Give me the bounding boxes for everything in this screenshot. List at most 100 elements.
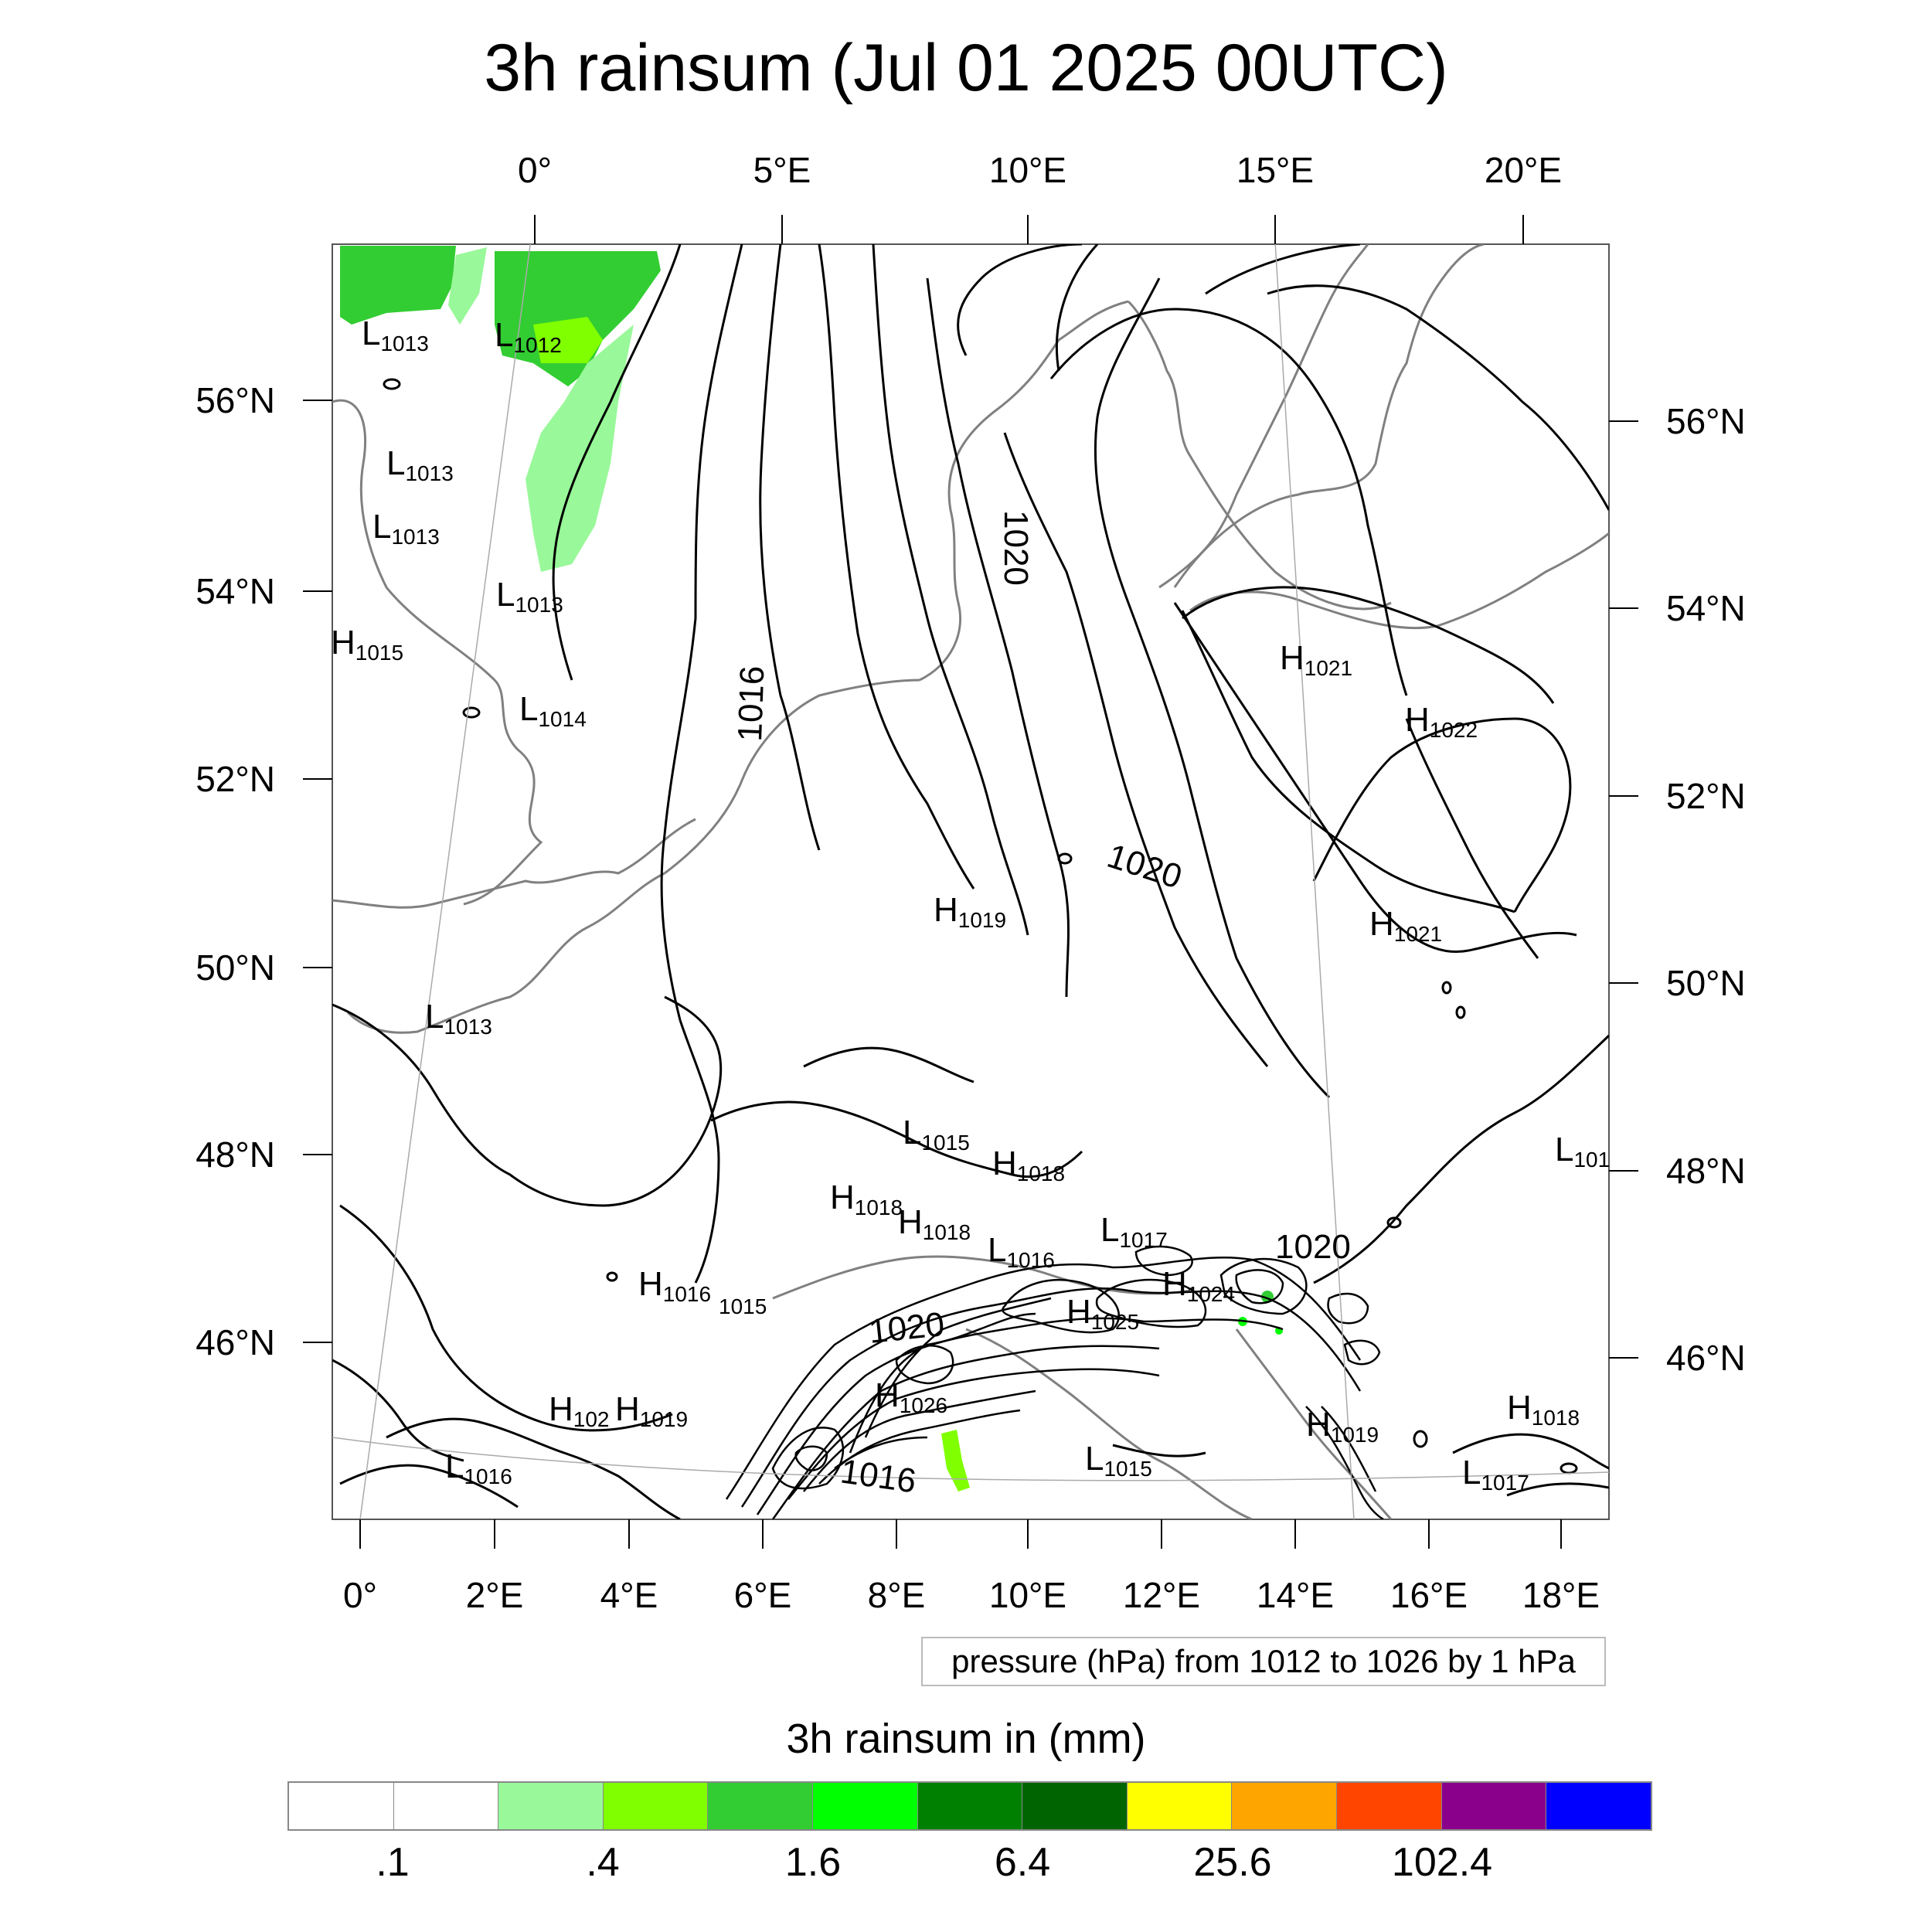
pressure-contour-note: pressure (hPa) from 1012 to 1026 by 1 hP… bbox=[921, 1637, 1606, 1686]
pressure-center: H1018 bbox=[992, 1145, 1065, 1185]
colorbar-swatch bbox=[289, 1783, 394, 1829]
bottom-lon-label: 12°E bbox=[1123, 1575, 1200, 1615]
left-lat-label: 46°N bbox=[196, 1322, 275, 1362]
left-lat-label: 48°N bbox=[196, 1134, 275, 1175]
rain-area-alps-south bbox=[941, 1430, 970, 1492]
pressure-center: L1013 bbox=[372, 508, 440, 549]
pressure-center: H102 bbox=[549, 1390, 610, 1431]
bottom-lon-label: 2°E bbox=[466, 1575, 524, 1615]
pressure-centers: L1013 L1012 L1013 L1013 L1013 H1015 L101… bbox=[331, 315, 1610, 1495]
rain-area-band-light bbox=[526, 325, 634, 572]
top-lon-label: 0° bbox=[518, 150, 552, 190]
colorbar-swatch bbox=[1127, 1783, 1233, 1829]
top-lon-label: 10°E bbox=[989, 150, 1066, 190]
top-lon-labels: 0° 5°E 10°E 15°E 20°E bbox=[518, 150, 1562, 190]
isobar-label: 1020 bbox=[997, 510, 1035, 586]
bottom-lon-label: 4°E bbox=[600, 1575, 658, 1615]
colorbar-label: 25.6 bbox=[1193, 1840, 1272, 1885]
colorbar bbox=[287, 1781, 1652, 1831]
top-lon-label: 20°E bbox=[1485, 150, 1562, 190]
pressure-center: L1013 bbox=[386, 444, 454, 485]
left-lat-labels: 56°N 54°N 52°N 50°N 48°N 46°N bbox=[196, 380, 275, 1362]
bottom-lon-label: 6°E bbox=[734, 1575, 792, 1615]
pressure-center: L1015 bbox=[1085, 1440, 1152, 1481]
colorbar-swatch bbox=[1441, 1783, 1547, 1829]
bottom-lon-label: 14°E bbox=[1257, 1575, 1334, 1615]
isobar-label: 1020 bbox=[867, 1305, 946, 1351]
colorbar-label: 102.4 bbox=[1391, 1840, 1493, 1885]
pressure-center: L101 bbox=[1555, 1131, 1610, 1172]
graticule bbox=[332, 244, 1609, 1519]
rain-areas bbox=[340, 246, 1283, 1492]
colorbar-swatch bbox=[1022, 1783, 1128, 1829]
colorbar-swatch bbox=[1546, 1783, 1651, 1829]
pressure-center: H1024 bbox=[1162, 1265, 1235, 1306]
pressure-center: H1016 bbox=[638, 1265, 711, 1306]
bottom-lon-label: 18°E bbox=[1522, 1575, 1600, 1615]
colorbar-swatch bbox=[498, 1783, 604, 1829]
coastlines bbox=[332, 244, 1609, 1519]
left-lat-label: 56°N bbox=[196, 380, 275, 420]
pressure-center: L1016 bbox=[445, 1447, 512, 1488]
colorbar-swatch bbox=[917, 1783, 1023, 1829]
right-lat-label: 48°N bbox=[1666, 1151, 1746, 1191]
pressure-center: L1013 bbox=[362, 315, 429, 355]
colorbar-swatch bbox=[1337, 1783, 1442, 1829]
colorbar-swatch bbox=[813, 1783, 918, 1829]
bottom-lon-label: 0° bbox=[343, 1575, 377, 1615]
pressure-center: H1018 bbox=[1507, 1389, 1580, 1430]
isobar-label: 1020 bbox=[1275, 1228, 1351, 1266]
pressure-center: L1012 bbox=[495, 316, 562, 357]
rain-area-northwest bbox=[340, 246, 456, 325]
pressure-center: H1019 bbox=[934, 891, 1006, 932]
colorbar-label: .1 bbox=[376, 1840, 410, 1885]
bottom-lon-label: 10°E bbox=[989, 1575, 1066, 1615]
right-lat-labels: 56°N 54°N 52°N 50°N 48°N 46°N bbox=[1666, 401, 1746, 1378]
colorbar-swatch bbox=[708, 1783, 814, 1829]
pressure-center: 1015 bbox=[719, 1294, 767, 1318]
top-lon-label: 15°E bbox=[1236, 150, 1314, 190]
pressure-center: H1019 bbox=[1306, 1406, 1379, 1447]
isobars bbox=[332, 244, 1609, 1519]
pressure-center: L1013 bbox=[496, 576, 563, 617]
colorbar-title: 3h rainsum in (mm) bbox=[786, 1716, 1146, 1762]
ticks bbox=[303, 215, 1638, 1549]
pressure-center: L1013 bbox=[425, 998, 492, 1039]
right-lat-label: 52°N bbox=[1666, 776, 1746, 816]
isobar-label: 1016 bbox=[731, 665, 771, 743]
left-lat-label: 54°N bbox=[196, 571, 275, 611]
pressure-center: H1018 bbox=[898, 1203, 971, 1244]
pressure-center: L1016 bbox=[988, 1231, 1055, 1272]
pressure-center: H1021 bbox=[1369, 905, 1442, 946]
pressure-center: H1022 bbox=[1405, 701, 1478, 742]
rain-area-north-central-bright bbox=[533, 317, 603, 363]
bottom-lon-labels: 0° 2°E 4°E 6°E 8°E 10°E 12°E 14°E 16°E 1… bbox=[343, 1575, 1600, 1615]
right-lat-label: 50°N bbox=[1666, 963, 1746, 1003]
pressure-center: L1017 bbox=[1100, 1211, 1168, 1252]
pressure-center: H1025 bbox=[1066, 1293, 1139, 1334]
map-title: 3h rainsum (Jul 01 2025 00UTC) bbox=[484, 31, 1448, 105]
pressure-center: H1019 bbox=[615, 1390, 688, 1431]
colorbar-swatch bbox=[603, 1783, 709, 1829]
bottom-lon-label: 8°E bbox=[868, 1575, 926, 1615]
rain-area-northwest-light bbox=[448, 247, 487, 325]
right-lat-label: 46°N bbox=[1666, 1338, 1746, 1378]
pressure-center: H1021 bbox=[1280, 639, 1352, 680]
pressure-center: H1026 bbox=[875, 1376, 947, 1417]
top-lon-label: 5°E bbox=[753, 150, 811, 190]
colorbar-label: 6.4 bbox=[994, 1840, 1051, 1885]
right-lat-label: 54°N bbox=[1666, 588, 1746, 628]
left-lat-label: 52°N bbox=[196, 759, 275, 799]
colorbar-label: 1.6 bbox=[784, 1840, 842, 1885]
pressure-center: L1017 bbox=[1462, 1454, 1529, 1495]
left-lat-label: 50°N bbox=[196, 947, 275, 988]
pressure-center: L1015 bbox=[903, 1114, 970, 1155]
alpine-isobars bbox=[725, 1245, 1384, 1519]
pressure-center: H1018 bbox=[830, 1179, 903, 1219]
colorbar-swatch bbox=[393, 1783, 499, 1829]
right-lat-label: 56°N bbox=[1666, 401, 1746, 441]
pressure-center: L1014 bbox=[519, 690, 587, 731]
pressure-center: H1015 bbox=[331, 624, 403, 665]
colorbar-label: .4 bbox=[586, 1840, 620, 1885]
bottom-lon-label: 16°E bbox=[1390, 1575, 1468, 1615]
